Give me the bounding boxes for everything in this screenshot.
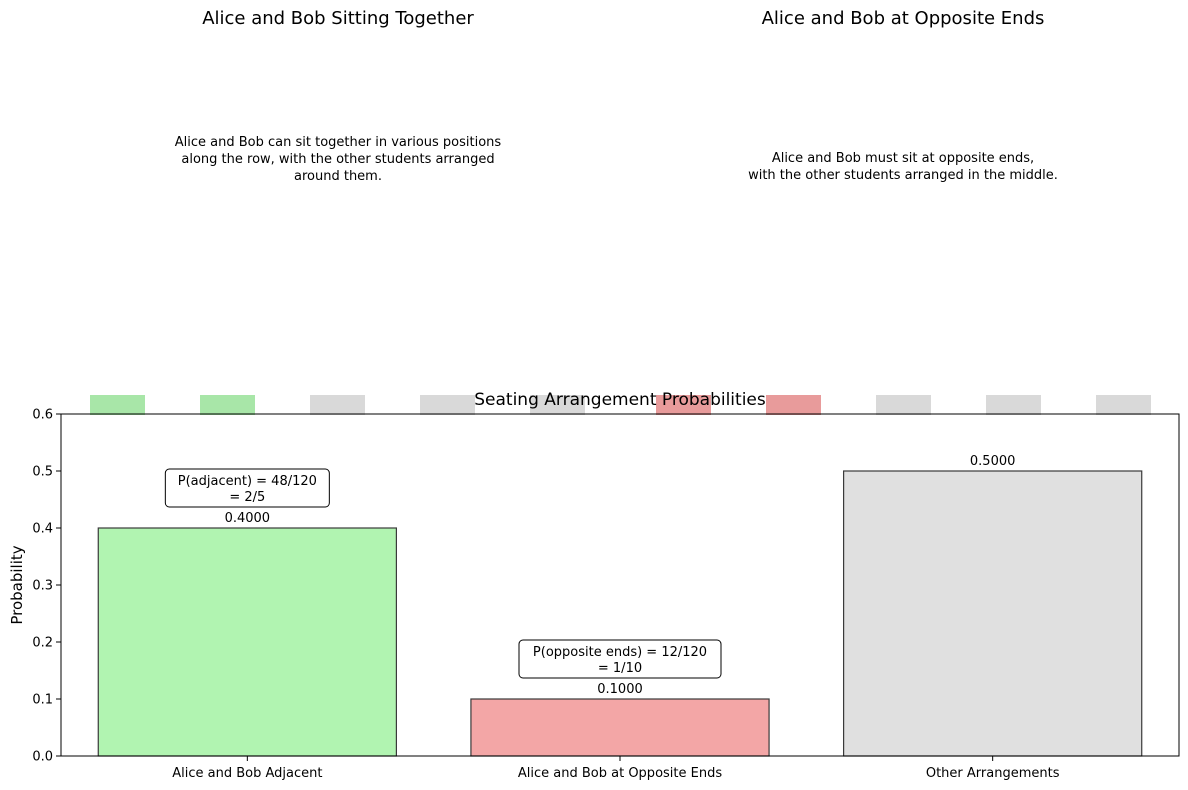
y-tick-label: 0.1	[32, 693, 53, 708]
right-panel-description: Alice and Bob must sit at opposite ends,…	[693, 150, 1113, 184]
right-panel-title: Alice and Bob at Opposite Ends	[761, 8, 1045, 29]
bar	[97, 527, 398, 757]
y-tick-label: 0.6	[32, 408, 53, 423]
seat-block	[530, 395, 585, 415]
right-desc-line: Alice and Bob must sit at opposite ends,	[771, 151, 1035, 166]
bar-value-label: 0.5000	[970, 454, 1016, 469]
seat-block	[986, 395, 1041, 415]
bar-value-label: 0.1000	[597, 682, 643, 697]
annotation-text: P(opposite ends) = 12/120	[533, 645, 707, 660]
chart-title: Seating Arrangement Probabilities	[474, 390, 766, 410]
seat-block	[1096, 395, 1151, 415]
right-desc-line: with the other students arranged in the …	[748, 168, 1058, 183]
y-tick-label: 0.2	[32, 636, 53, 651]
probability-annotation: P(opposite ends) = 12/120= 1/10	[518, 639, 722, 679]
y-tick-label: 0.0	[32, 750, 53, 765]
y-tick-label: 0.4	[32, 522, 53, 537]
bar-value-label: 0.4000	[225, 511, 271, 526]
left-desc-line: around them.	[294, 169, 382, 184]
left-desc-line: along the row, with the other students a…	[181, 152, 495, 167]
seat-block	[310, 395, 365, 415]
left-panel-title: Alice and Bob Sitting Together	[202, 8, 474, 29]
annotation-box	[518, 639, 722, 679]
annotation-text: = 1/10	[598, 661, 642, 676]
bar	[842, 470, 1143, 757]
y-tick-label: 0.3	[32, 579, 53, 594]
seat-block	[766, 395, 821, 415]
bar	[470, 698, 770, 757]
annotation-text: = 2/5	[229, 490, 265, 505]
left-desc-line: Alice and Bob can sit together in variou…	[174, 135, 502, 150]
seat-block	[656, 395, 711, 415]
seat-block	[420, 395, 475, 415]
annotation-text: P(adjacent) = 48/120	[178, 474, 317, 489]
probability-annotation: P(adjacent) = 48/120= 2/5	[164, 468, 330, 508]
y-tick-label: 0.5	[32, 465, 53, 480]
seat-block	[90, 395, 145, 415]
x-tick-label: Other Arrangements	[926, 766, 1060, 781]
seat-block	[200, 395, 255, 415]
annotation-box	[164, 468, 330, 508]
x-tick-label: Alice and Bob Adjacent	[172, 766, 322, 781]
y-axis-label: Probability	[8, 545, 26, 624]
left-panel-description: Alice and Bob can sit together in variou…	[128, 134, 548, 185]
seat-block	[876, 395, 931, 415]
x-tick-label: Alice and Bob at Opposite Ends	[518, 766, 722, 781]
